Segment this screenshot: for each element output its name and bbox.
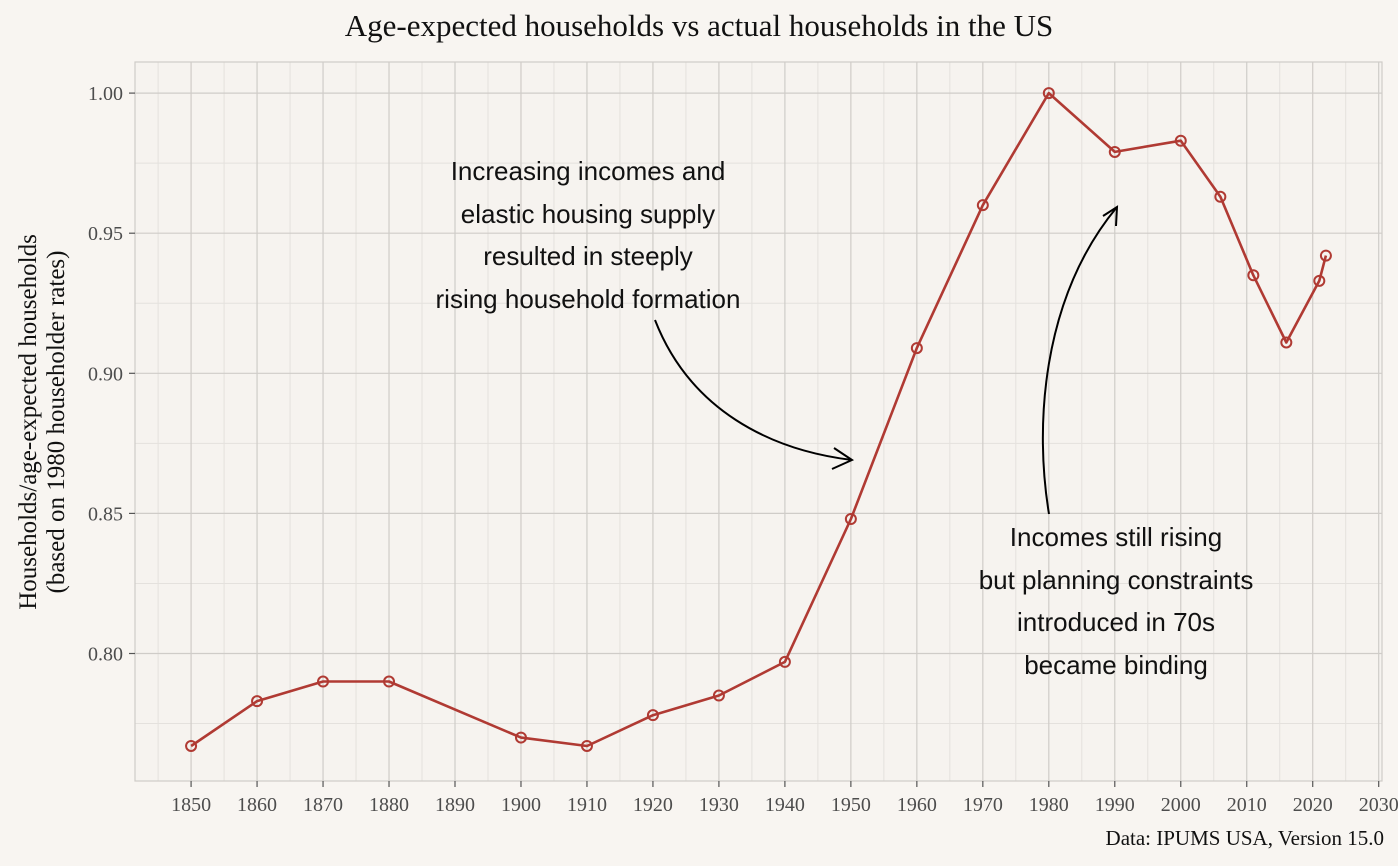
x-tick-label: 1940: [765, 794, 805, 816]
x-tick-label: 1930: [699, 794, 739, 816]
annotation-1: Increasing incomes and elastic housing s…: [435, 156, 741, 314]
x-tick-label: 1900: [501, 794, 541, 816]
major-gridlines: [135, 62, 1382, 781]
x-tick-label: 1990: [1095, 794, 1135, 816]
data-point: [1319, 249, 1332, 262]
plot-border: [134, 61, 1383, 782]
x-tick-label: 1880: [369, 794, 409, 816]
minor-gridlines: [135, 62, 1382, 781]
y-tick-label: 0.90: [88, 363, 123, 385]
y-tick-label: 0.85: [88, 503, 123, 525]
data-point: [976, 199, 989, 212]
x-tick-label: 2010: [1227, 794, 1267, 816]
x-tick-label: 1890: [435, 794, 475, 816]
data-point: [580, 739, 593, 752]
data-point: [910, 342, 923, 355]
y-tick-label: 0.95: [88, 223, 123, 245]
annotation-arrow-1-head: [831, 447, 855, 470]
y-tick-label: 1.00: [88, 83, 123, 105]
series-layer: [185, 87, 1332, 752]
data-point: [844, 513, 857, 526]
x-tick-label: 1980: [1029, 794, 1069, 816]
data-point: [778, 655, 791, 668]
data-point: [317, 675, 330, 688]
annotation-arrows: [654, 205, 1119, 515]
plot-background: [135, 62, 1382, 781]
x-tick-label: 1950: [831, 794, 871, 816]
annotation-arrow-2-head: [1102, 205, 1119, 227]
data-point: [1042, 87, 1055, 100]
data-point: [514, 731, 527, 744]
x-tick-label: 1920: [633, 794, 673, 816]
x-axis: 1850 1860 1870 1880 1890 1900 1910 1920 1930 1940…: [171, 781, 1398, 816]
x-tick-label: 1960: [897, 794, 937, 816]
series-line: [190, 91, 1328, 748]
data-point: [646, 709, 659, 722]
data-point: [383, 675, 396, 688]
data-point: [712, 689, 725, 702]
annotation-arrow-1: [654, 319, 853, 461]
chart-title: Age-expected households vs actual househ…: [344, 8, 1054, 43]
data-point: [1174, 134, 1187, 147]
x-tick-label: 2020: [1293, 794, 1333, 816]
annotation-arrow-2: [1041, 206, 1118, 515]
y-axis: 0.80 0.85 0.90 0.95 1.00: [88, 83, 135, 666]
x-tick-label: 1850: [171, 794, 211, 816]
data-point: [185, 739, 198, 752]
data-point: [1280, 336, 1293, 349]
x-tick-label: 1910: [567, 794, 607, 816]
data-point: [1108, 145, 1121, 158]
data-point: [1313, 274, 1326, 287]
y-tick-label: 0.80: [88, 644, 123, 666]
data-point: [1247, 269, 1260, 282]
data-point: [1214, 190, 1227, 203]
x-tick-label: 1870: [303, 794, 343, 816]
annotation-2: Incomes still rising but planning constr…: [978, 522, 1254, 680]
x-tick-label: 2030: [1359, 794, 1398, 816]
data-point: [251, 695, 264, 708]
x-tick-label: 1970: [963, 794, 1003, 816]
x-tick-label: 1860: [237, 794, 277, 816]
source-caption: Data: IPUMS USA, Version 15.0: [1105, 826, 1384, 850]
x-tick-label: 2000: [1161, 794, 1201, 816]
